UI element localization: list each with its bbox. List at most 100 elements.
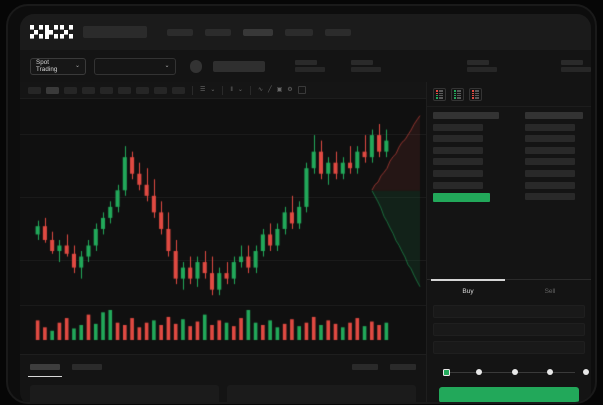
- compare-icon[interactable]: ‖: [230, 87, 233, 93]
- device-bezel: Spot Trading ⌄ ⌄: [6, 4, 597, 404]
- tab-open-orders[interactable]: [28, 364, 62, 377]
- orderbook-row[interactable]: [525, 146, 575, 154]
- toolbar-divider: [249, 85, 251, 95]
- stat-24h-change: [351, 60, 382, 72]
- nav-item-trade[interactable]: [167, 28, 193, 36]
- orders-tabbar: [20, 355, 426, 377]
- slider-node-100[interactable]: [583, 369, 589, 375]
- orderbook-row[interactable]: [433, 135, 483, 143]
- nav-item-markets[interactable]: [205, 28, 231, 36]
- orderbook-spread-row[interactable]: [433, 193, 490, 203]
- place-buy-order-button[interactable]: [439, 387, 579, 402]
- nav-item-web3[interactable]: [285, 28, 313, 36]
- orderbook-row[interactable]: [433, 123, 483, 131]
- chevron-down-icon: ⌄: [74, 63, 81, 69]
- toolbar-divider: [222, 85, 224, 95]
- toolbar-divider: [192, 85, 193, 95]
- slider-node-25[interactable]: [476, 369, 482, 375]
- settings-gear-icon[interactable]: ⚙: [287, 87, 293, 93]
- slider-track: [443, 372, 575, 373]
- orderbook-left-column: [433, 112, 499, 203]
- amount-percent-slider[interactable]: [443, 368, 589, 377]
- bottom-action-1[interactable]: [352, 364, 378, 370]
- logo-glyph-x: [60, 25, 73, 39]
- compare-caret-icon[interactable]: ⌄: [237, 87, 243, 93]
- orderbook-row[interactable]: [525, 169, 575, 177]
- timeframe-15m[interactable]: [64, 86, 77, 94]
- order-book[interactable]: [427, 107, 591, 277]
- timeframe-1m-month[interactable]: [154, 86, 167, 94]
- orderbook-row[interactable]: [433, 158, 483, 166]
- chevron-down-icon: ⌄: [164, 63, 170, 69]
- right-panel: Buy Sell: [426, 82, 591, 402]
- orderbook-view-toggles: [427, 82, 591, 107]
- bottom-pane-right[interactable]: [227, 385, 416, 402]
- logo-glyph-k: [45, 25, 58, 39]
- pair-select[interactable]: ⌄: [94, 57, 176, 75]
- price-chart[interactable]: [20, 99, 426, 354]
- depth-chart-canvas: [368, 113, 426, 298]
- orderbook-view-both-icon[interactable]: [433, 88, 446, 101]
- orderbook-row[interactable]: [525, 123, 575, 131]
- pair-name-label: [213, 60, 266, 72]
- order-form: [427, 301, 591, 402]
- indicators-caret-icon[interactable]: ⌄: [210, 87, 216, 93]
- stat-last-price: [295, 60, 326, 72]
- main-nav: [167, 28, 351, 36]
- orderbook-row[interactable]: [433, 181, 483, 189]
- amount-field[interactable]: [433, 323, 585, 336]
- search-input[interactable]: [83, 26, 147, 38]
- orderbook-row[interactable]: [525, 135, 575, 143]
- nav-item-more[interactable]: [325, 28, 351, 36]
- timeframe-5m[interactable]: [46, 86, 59, 94]
- fullscreen-icon[interactable]: [297, 86, 306, 94]
- nav-item-earn[interactable]: [243, 28, 273, 36]
- app-screen: Spot Trading ⌄ ⌄: [20, 14, 591, 402]
- timeframe-4h[interactable]: [100, 86, 113, 94]
- drawing-pencil-icon[interactable]: ╱: [267, 87, 272, 93]
- coin-avatar: [189, 59, 203, 73]
- tab-sell[interactable]: Sell: [544, 287, 556, 295]
- orderbook-row[interactable]: [433, 169, 483, 177]
- orderbook-row[interactable]: [525, 193, 575, 201]
- slider-node-75[interactable]: [547, 369, 553, 375]
- orderbook-header-row: [525, 112, 583, 119]
- total-field[interactable]: [433, 341, 585, 354]
- orderbook-header-row: [433, 112, 499, 119]
- orders-content: [20, 373, 426, 402]
- tab-buy[interactable]: Buy: [462, 287, 474, 295]
- trading-subheader: Spot Trading ⌄ ⌄: [20, 50, 591, 82]
- app-header: [20, 14, 591, 50]
- orderbook-row[interactable]: [433, 146, 483, 154]
- timeframe-1d[interactable]: [118, 86, 131, 94]
- stat-24h-volume: [561, 60, 591, 72]
- order-form-tabs: Buy Sell: [427, 279, 591, 301]
- timeframe-1m[interactable]: [28, 86, 41, 94]
- timeframe-1w[interactable]: [136, 86, 149, 94]
- tab-order-history[interactable]: [72, 364, 102, 370]
- slider-node-0[interactable]: [443, 368, 450, 376]
- orderbook-row[interactable]: [525, 158, 575, 166]
- orderbook-view-asks-icon[interactable]: [469, 88, 482, 101]
- line-style-icon[interactable]: ∿: [257, 87, 263, 93]
- stat-24h-high: [467, 60, 498, 72]
- logo-glyph-o: [30, 25, 43, 39]
- orderbook-view-bids-icon[interactable]: [451, 88, 464, 101]
- spot-trading-dropdown[interactable]: Spot Trading ⌄: [30, 57, 87, 75]
- chart-toolbar: ☰ ⌄ ‖ ⌄ ∿ ╱ ▣ ⚙: [20, 82, 426, 99]
- timeframe-more[interactable]: [172, 86, 185, 94]
- okx-logo[interactable]: [30, 25, 73, 39]
- spot-trading-label: Spot Trading: [36, 59, 58, 73]
- bottom-pane-left[interactable]: [30, 385, 219, 402]
- price-field[interactable]: [433, 305, 585, 318]
- timeframe-1h[interactable]: [82, 86, 95, 94]
- camera-snapshot-icon[interactable]: ▣: [276, 87, 283, 93]
- orderbook-right-column: [525, 112, 585, 202]
- indicators-icon[interactable]: ☰: [200, 87, 206, 93]
- bottom-action-2[interactable]: [390, 364, 416, 370]
- orders-panel: [20, 354, 426, 402]
- volume-canvas: [20, 297, 426, 354]
- orderbook-row[interactable]: [525, 181, 575, 189]
- slider-node-50[interactable]: [512, 369, 518, 375]
